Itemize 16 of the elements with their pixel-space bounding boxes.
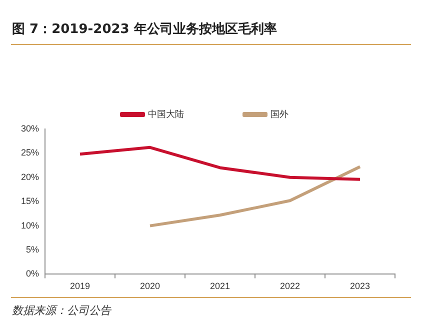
y-tick-label: 15% xyxy=(21,196,40,206)
x-tick-label: 2022 xyxy=(280,281,300,292)
x-tick-label: 2021 xyxy=(210,281,230,292)
chart-title: 图 7：2019-2023 年公司业务按地区毛利率 xyxy=(12,20,277,38)
source-note: 数据来源：公司公告 xyxy=(12,303,111,318)
x-tick-label: 2019 xyxy=(70,281,90,292)
y-tick-label: 20% xyxy=(21,172,40,182)
x-tick-label: 2023 xyxy=(350,281,370,292)
x-tick-label: 2020 xyxy=(140,281,160,292)
y-tick-label: 10% xyxy=(21,220,40,230)
legend-label: 中国大陆 xyxy=(148,108,184,120)
y-tick-label: 30% xyxy=(21,123,40,134)
y-tick-label: 0% xyxy=(26,268,40,279)
y-tick-label: 25% xyxy=(21,148,40,158)
legend-label: 国外 xyxy=(270,108,288,120)
y-tick-label: 5% xyxy=(26,244,40,254)
